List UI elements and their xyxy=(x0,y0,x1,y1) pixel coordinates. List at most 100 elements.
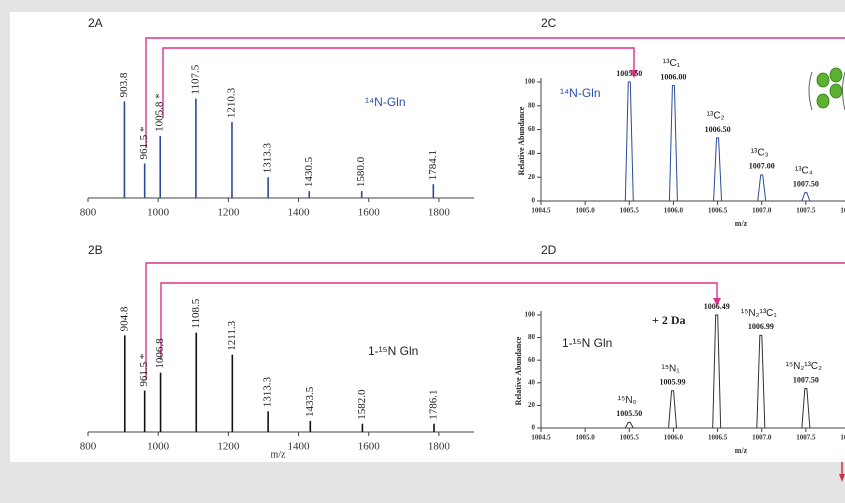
y-tick-label: 40 xyxy=(528,149,536,157)
x-tick-label: 1600 xyxy=(358,441,381,453)
arrowheads xyxy=(630,70,845,482)
x-tick-label: 1600 xyxy=(358,207,381,219)
peak xyxy=(801,192,811,202)
peak-label: 1211.3 xyxy=(226,320,238,350)
x-tick-label: 1007.0 xyxy=(752,434,772,442)
peak-label: 1005.99 xyxy=(660,378,686,387)
connector xyxy=(145,37,845,148)
x-axis-label: m/z xyxy=(735,219,748,228)
icon-bracket xyxy=(808,71,845,111)
peak-label: 1210.3 xyxy=(226,87,238,118)
connector xyxy=(145,262,845,380)
peak-label: 903.8 xyxy=(118,72,130,97)
y-tick-label: 60 xyxy=(528,125,536,133)
x-tick-label: 1005.0 xyxy=(576,207,596,215)
x-tick-label: 1005.0 xyxy=(576,434,596,442)
arrowhead xyxy=(630,70,638,78)
peak-label: 1433.5 xyxy=(304,386,316,417)
connector-arrows xyxy=(145,37,845,380)
panel-title: 2D xyxy=(541,243,557,257)
peak xyxy=(624,421,634,429)
peak-name: ¹³C₄ xyxy=(795,165,813,176)
peak-name: ¹⁵N₂¹³C₂ xyxy=(786,361,822,372)
x-axis-label: m/z xyxy=(735,446,748,455)
x-tick-label: 1000 xyxy=(147,441,170,453)
x-tick-label: 800 xyxy=(80,441,97,453)
peak-name: ¹³C₂ xyxy=(707,111,725,122)
y-tick-label: 100 xyxy=(525,311,536,319)
x-tick-label: 1008.0 xyxy=(840,207,845,215)
sample-label: ¹⁴N-Gln xyxy=(365,95,406,109)
x-tick-label: 1200 xyxy=(217,441,240,453)
y-tick-label: 20 xyxy=(528,401,536,409)
peak-label: 1108.5 xyxy=(190,298,202,328)
peak-name: ¹⁵N₀ xyxy=(618,395,637,406)
peak-label: 1582.0 xyxy=(356,389,368,420)
icon-atom xyxy=(816,93,830,109)
x-tick-label: 800 xyxy=(80,207,97,219)
x-tick-label: 1200 xyxy=(217,207,240,219)
y-tick-label: 20 xyxy=(528,173,536,181)
peak-label: 961.5 * xyxy=(138,127,150,160)
peak-label: 1430.5 xyxy=(303,156,315,187)
y-tick-label: 100 xyxy=(525,78,536,86)
peak-name: ¹⁵N₂¹³C₁ xyxy=(741,308,777,319)
x-tick-label: 1006.5 xyxy=(708,207,728,215)
peak-label: 1007.50 xyxy=(793,179,819,188)
x-tick-label: 1006.5 xyxy=(708,434,728,442)
x-axis-label: m/z xyxy=(271,449,287,460)
x-tick-label: 1004.5 xyxy=(531,434,551,442)
panel-title: 2A xyxy=(88,16,103,30)
icon-atom xyxy=(816,72,830,88)
peak-label: 1006.99 xyxy=(748,322,774,331)
x-tick-label: 1800 xyxy=(428,441,451,453)
connector xyxy=(162,47,635,118)
peak xyxy=(756,334,766,429)
icon-atom xyxy=(829,67,843,83)
y-axis-label: Relative Abundance xyxy=(514,336,523,405)
y-axis-label: Relative Abundance xyxy=(517,106,526,175)
peak-name: ¹⁵N₁ xyxy=(662,363,681,374)
arrowhead xyxy=(839,474,845,482)
x-tick-label: 1008.0 xyxy=(840,434,845,442)
peak-label: 1006.00 xyxy=(660,72,686,81)
x-tick-label: 1005.5 xyxy=(620,434,640,442)
connector xyxy=(160,282,718,360)
x-tick-label: 1400 xyxy=(288,207,311,219)
peak-label: 1007.50 xyxy=(793,375,819,384)
x-tick-label: 1007.5 xyxy=(796,207,816,215)
peak-name: ¹³C₁ xyxy=(663,58,681,69)
molecule-icon xyxy=(816,67,843,109)
x-tick-label: 1005.5 xyxy=(620,207,640,215)
peak-label: 1313.3 xyxy=(262,377,274,408)
x-tick-label: 1006.0 xyxy=(664,434,684,442)
x-tick-label: 1006.0 xyxy=(664,207,684,215)
peak-label: 1005.50 xyxy=(616,69,642,78)
peak-label: 1007.00 xyxy=(749,162,775,171)
arrowhead xyxy=(713,298,721,306)
peak-label: 1005.8 * xyxy=(154,93,166,132)
peak-label: 1005.50 xyxy=(616,409,642,418)
peak-label: 961.5 * xyxy=(138,354,150,387)
peak-label: 1786.1 xyxy=(428,389,440,419)
x-tick-label: 1007.5 xyxy=(796,434,816,442)
peak-name: ¹³C₃ xyxy=(751,147,769,158)
peak-label: 1006.50 xyxy=(705,125,731,134)
peak-label: 1580.0 xyxy=(355,156,367,187)
y-tick-label: 0 xyxy=(532,197,536,205)
peak xyxy=(624,81,634,202)
y-tick-label: 80 xyxy=(528,101,536,109)
y-tick-label: 60 xyxy=(528,356,536,364)
y-tick-label: 0 xyxy=(532,424,536,432)
y-tick-label: 80 xyxy=(528,333,536,341)
peak xyxy=(713,137,723,202)
x-tick-label: 1007.0 xyxy=(752,207,772,215)
annotation: + 2 Da xyxy=(652,313,686,327)
panel-title: 2C xyxy=(541,16,557,30)
peak xyxy=(712,314,722,429)
x-tick-label: 1400 xyxy=(288,441,311,453)
peak-label: 1313.3 xyxy=(262,143,274,174)
sample-label: 1-¹⁵N Gln xyxy=(368,344,418,358)
sample-label: ¹⁴N-Gln xyxy=(560,86,601,100)
